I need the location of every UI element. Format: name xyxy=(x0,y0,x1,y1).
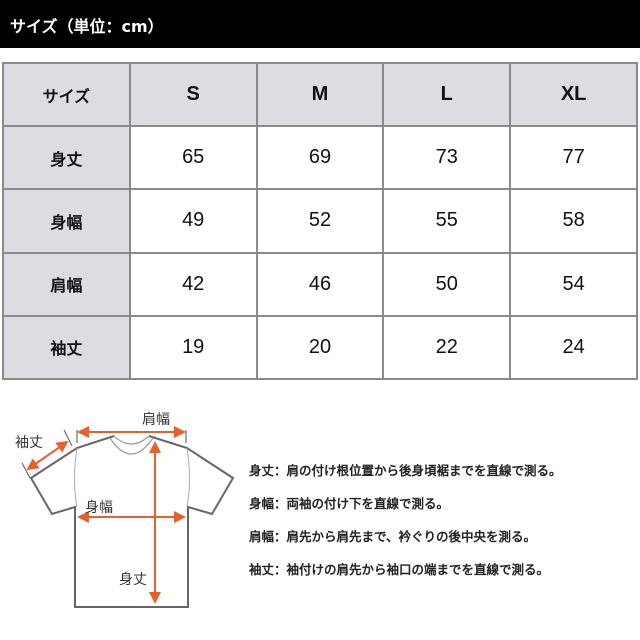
table-cell: 19 xyxy=(128,314,258,381)
table-row: 肩幅 42 46 50 54 xyxy=(2,251,638,317)
sleeve-arrow xyxy=(26,440,69,471)
header-cell: S xyxy=(128,61,258,128)
armhole-seams xyxy=(74,447,190,508)
shoulder-label: 肩幅 xyxy=(142,412,170,428)
description-width: 身幅：両袖の付け下を直線で測る。 xyxy=(249,496,450,511)
page-title: サイズ（単位：cm） xyxy=(10,17,164,36)
row-label: 身幅 xyxy=(2,188,131,254)
table-cell: 69 xyxy=(255,125,385,191)
table-cell: 55 xyxy=(382,188,512,254)
table-cell: 77 xyxy=(509,125,638,191)
sleeve-label: 袖丈 xyxy=(15,435,43,451)
row-label: 肩幅 xyxy=(2,251,131,317)
title-bar: サイズ（単位：cm） xyxy=(0,0,640,48)
table-cell: 42 xyxy=(128,251,258,317)
header-cell: L xyxy=(382,61,512,128)
table-row: 身丈 65 69 73 77 xyxy=(2,125,638,191)
table-cell: 50 xyxy=(382,251,512,317)
width-label: 身幅 xyxy=(85,500,113,516)
table-row: 袖丈 19 20 22 24 xyxy=(2,314,638,381)
table-cell: 52 xyxy=(255,188,385,254)
table-cell: 24 xyxy=(509,314,638,381)
table-cell: 46 xyxy=(255,251,385,317)
header-cell: XL xyxy=(509,61,638,128)
header-cell: サイズ xyxy=(2,61,131,128)
table-cell: 49 xyxy=(128,188,258,254)
description-sleeve: 袖丈：袖付けの肩先から袖口の端までを直線で測る。 xyxy=(249,562,550,577)
tshirt-outline xyxy=(29,435,235,608)
table-header-row: サイズ S M L XL xyxy=(2,61,638,128)
table-cell: 22 xyxy=(382,314,512,381)
size-table: サイズ S M L XL 身丈 65 69 73 77 身幅 49 52 55 … xyxy=(2,61,638,381)
collar xyxy=(109,435,154,455)
table-cell: 20 xyxy=(255,314,385,381)
table-cell: 54 xyxy=(509,251,638,317)
table-cell: 73 xyxy=(382,125,512,191)
header-cell: M xyxy=(255,61,385,128)
table-cell: 65 xyxy=(128,125,258,191)
tshirt-diagram xyxy=(21,426,235,608)
description-length: 身丈：肩の付け根位置から後身頃裾までを直線で測る。 xyxy=(249,463,562,478)
row-label: 袖丈 xyxy=(2,314,131,381)
description-shoulder: 肩幅：肩先から肩先まで、衿ぐりの後中央を測る。 xyxy=(249,529,537,544)
row-label: 身丈 xyxy=(2,125,131,191)
table-row: 身幅 49 52 55 58 xyxy=(2,188,638,254)
table-cell: 58 xyxy=(509,188,638,254)
length-label: 身丈 xyxy=(119,572,147,588)
